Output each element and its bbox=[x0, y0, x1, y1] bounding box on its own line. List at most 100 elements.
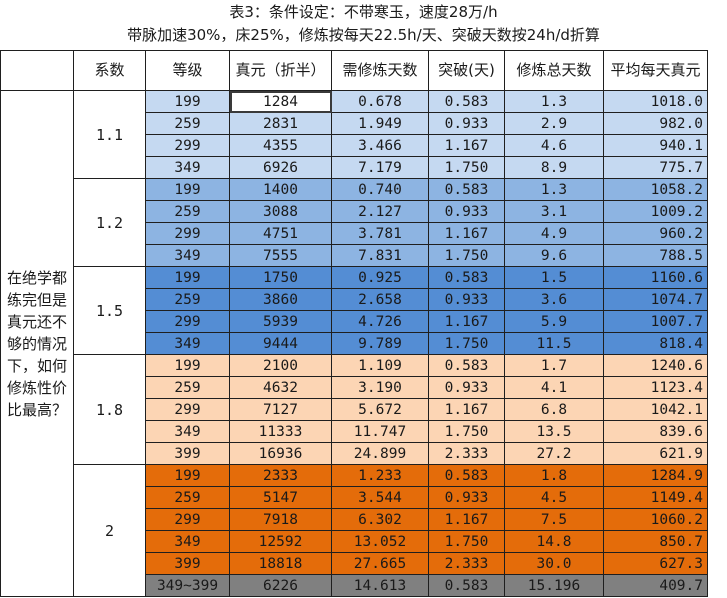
breakthrough-cell[interactable]: 0.583 bbox=[428, 354, 505, 377]
total-days-cell[interactable]: 1.3 bbox=[504, 90, 604, 113]
total-days-cell[interactable]: 9.6 bbox=[504, 244, 604, 267]
train-days-cell[interactable]: 5.672 bbox=[331, 398, 429, 421]
train-days-cell[interactable]: 0.925 bbox=[331, 266, 429, 289]
avg-daily-cell[interactable]: 1018.0 bbox=[603, 90, 708, 113]
breakthrough-cell[interactable]: 0.583 bbox=[428, 90, 505, 113]
total-days-cell[interactable]: 4.5 bbox=[504, 486, 604, 509]
total-days-cell[interactable]: 3.1 bbox=[504, 200, 604, 223]
level-cell[interactable]: 199 bbox=[145, 354, 230, 377]
zhenyuan-cell[interactable]: 2333 bbox=[229, 464, 332, 487]
breakthrough-cell[interactable]: 0.933 bbox=[428, 486, 505, 509]
avg-daily-cell[interactable]: 1042.1 bbox=[603, 398, 708, 421]
header-coef[interactable]: 系数 bbox=[73, 50, 146, 91]
breakthrough-cell[interactable]: 0.933 bbox=[428, 288, 505, 311]
breakthrough-cell[interactable]: 1.750 bbox=[428, 420, 505, 443]
zhenyuan-cell[interactable]: 16936 bbox=[229, 442, 332, 465]
zhenyuan-cell[interactable]: 3860 bbox=[229, 288, 332, 311]
train-days-cell[interactable]: 3.781 bbox=[331, 222, 429, 245]
avg-daily-cell[interactable]: 627.3 bbox=[603, 552, 708, 575]
train-days-cell[interactable]: 7.179 bbox=[331, 156, 429, 179]
avg-daily-cell[interactable]: 1149.4 bbox=[603, 486, 708, 509]
train-days-cell[interactable]: 1.233 bbox=[331, 464, 429, 487]
train-days-cell[interactable]: 24.899 bbox=[331, 442, 429, 465]
total-days-cell[interactable]: 6.8 bbox=[504, 398, 604, 421]
zhenyuan-cell[interactable]: 4632 bbox=[229, 376, 332, 399]
train-days-cell[interactable]: 6.302 bbox=[331, 508, 429, 531]
avg-daily-cell[interactable]: 1284.9 bbox=[603, 464, 708, 487]
level-cell[interactable]: 399 bbox=[145, 442, 230, 465]
avg-daily-cell[interactable]: 621.9 bbox=[603, 442, 708, 465]
avg-daily-cell[interactable]: 850.7 bbox=[603, 530, 708, 553]
zhenyuan-cell[interactable]: 4751 bbox=[229, 222, 332, 245]
coefficient-cell[interactable]: 1.8 bbox=[73, 354, 146, 465]
header-train-days[interactable]: 需修炼天数 bbox=[331, 50, 429, 91]
zhenyuan-cell[interactable]: 6926 bbox=[229, 156, 332, 179]
level-cell[interactable]: 349 bbox=[145, 156, 230, 179]
avg-daily-cell[interactable]: 1007.7 bbox=[603, 310, 708, 333]
zhenyuan-cell[interactable]: 11333 bbox=[229, 420, 332, 443]
level-cell[interactable]: 349 bbox=[145, 530, 230, 553]
total-days-cell[interactable]: 4.1 bbox=[504, 376, 604, 399]
total-days-cell[interactable]: 30.0 bbox=[504, 552, 604, 575]
avg-daily-cell[interactable]: 1074.7 bbox=[603, 288, 708, 311]
level-cell[interactable]: 299 bbox=[145, 222, 230, 245]
train-days-cell[interactable]: 3.190 bbox=[331, 376, 429, 399]
level-cell[interactable]: 259 bbox=[145, 486, 230, 509]
avg-daily-cell[interactable]: 839.6 bbox=[603, 420, 708, 443]
zhenyuan-cell[interactable]: 2831 bbox=[229, 112, 332, 135]
header-breakthrough[interactable]: 突破(天) bbox=[428, 50, 505, 91]
total-days-cell[interactable]: 5.9 bbox=[504, 310, 604, 333]
header-total-days[interactable]: 修炼总天数 bbox=[504, 50, 604, 91]
zhenyuan-cell[interactable]: 18818 bbox=[229, 552, 332, 575]
coefficient-cell[interactable]: 1.5 bbox=[73, 266, 146, 355]
zhenyuan-cell[interactable]: 1750 bbox=[229, 266, 332, 289]
zhenyuan-cell[interactable]: 1284 bbox=[229, 90, 332, 113]
total-days-cell[interactable]: 2.9 bbox=[504, 112, 604, 135]
level-cell[interactable]: 299 bbox=[145, 310, 230, 333]
level-cell[interactable]: 199 bbox=[145, 464, 230, 487]
level-cell[interactable]: 199 bbox=[145, 266, 230, 289]
breakthrough-cell[interactable]: 0.583 bbox=[428, 266, 505, 289]
avg-daily-cell[interactable]: 788.5 bbox=[603, 244, 708, 267]
zhenyuan-cell[interactable]: 12592 bbox=[229, 530, 332, 553]
train-days-cell[interactable]: 2.127 bbox=[331, 200, 429, 223]
total-days-cell[interactable]: 1.7 bbox=[504, 354, 604, 377]
breakthrough-cell[interactable]: 0.933 bbox=[428, 200, 505, 223]
breakthrough-cell[interactable]: 1.167 bbox=[428, 310, 505, 333]
breakthrough-cell[interactable]: 1.167 bbox=[428, 508, 505, 531]
total-days-cell[interactable]: 15.196 bbox=[504, 574, 604, 597]
train-days-cell[interactable]: 7.831 bbox=[331, 244, 429, 267]
train-days-cell[interactable]: 27.665 bbox=[331, 552, 429, 575]
level-cell[interactable]: 259 bbox=[145, 112, 230, 135]
level-cell[interactable]: 299 bbox=[145, 508, 230, 531]
total-days-cell[interactable]: 8.9 bbox=[504, 156, 604, 179]
avg-daily-cell[interactable]: 1009.2 bbox=[603, 200, 708, 223]
breakthrough-cell[interactable]: 2.333 bbox=[428, 552, 505, 575]
coefficient-cell[interactable]: 2 bbox=[73, 464, 146, 597]
zhenyuan-cell[interactable]: 7555 bbox=[229, 244, 332, 267]
total-days-cell[interactable]: 13.5 bbox=[504, 420, 604, 443]
breakthrough-cell[interactable]: 0.583 bbox=[428, 178, 505, 201]
total-days-cell[interactable]: 1.8 bbox=[504, 464, 604, 487]
zhenyuan-cell[interactable]: 9444 bbox=[229, 332, 332, 355]
breakthrough-cell[interactable]: 1.750 bbox=[428, 244, 505, 267]
level-cell[interactable]: 399 bbox=[145, 552, 230, 575]
zhenyuan-cell[interactable]: 3088 bbox=[229, 200, 332, 223]
breakthrough-cell[interactable]: 1.167 bbox=[428, 222, 505, 245]
train-days-cell[interactable]: 3.544 bbox=[331, 486, 429, 509]
total-days-cell[interactable]: 14.8 bbox=[504, 530, 604, 553]
zhenyuan-cell[interactable]: 5939 bbox=[229, 310, 332, 333]
zhenyuan-cell[interactable]: 6226 bbox=[229, 574, 332, 597]
avg-daily-cell[interactable]: 1123.4 bbox=[603, 376, 708, 399]
header-level[interactable]: 等级 bbox=[145, 50, 230, 91]
avg-daily-cell[interactable]: 940.1 bbox=[603, 134, 708, 157]
level-cell[interactable]: 349~399 bbox=[145, 574, 230, 597]
train-days-cell[interactable]: 1.109 bbox=[331, 354, 429, 377]
breakthrough-cell[interactable]: 1.750 bbox=[428, 332, 505, 355]
breakthrough-cell[interactable]: 1.167 bbox=[428, 134, 505, 157]
train-days-cell[interactable]: 2.658 bbox=[331, 288, 429, 311]
total-days-cell[interactable]: 1.5 bbox=[504, 266, 604, 289]
train-days-cell[interactable]: 11.747 bbox=[331, 420, 429, 443]
breakthrough-cell[interactable]: 0.933 bbox=[428, 112, 505, 135]
train-days-cell[interactable]: 3.466 bbox=[331, 134, 429, 157]
